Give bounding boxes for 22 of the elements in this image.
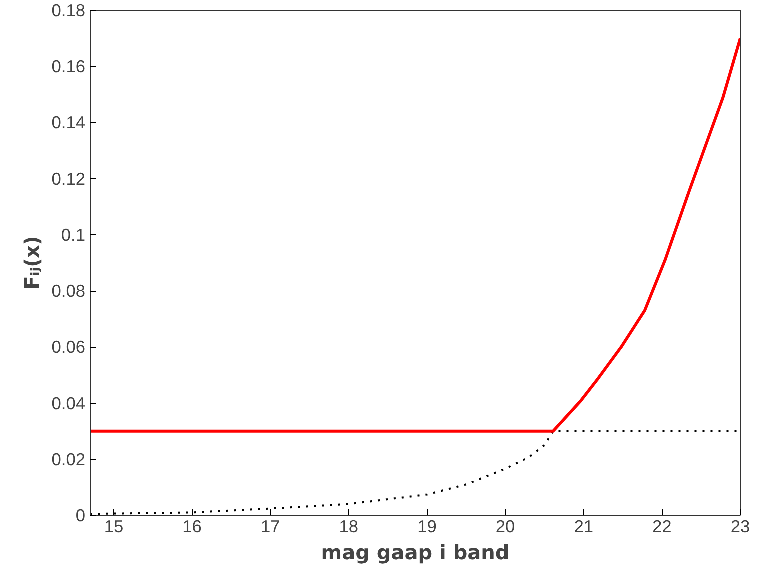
y-tick-label: 0	[76, 506, 86, 526]
y-tick-label: 0.14	[52, 112, 86, 133]
x-tick-label: 23	[730, 516, 750, 536]
x-tick-label: 15	[104, 516, 124, 536]
x-tick-label: 22	[652, 516, 672, 536]
line-series	[90, 37, 740, 433]
x-tick-label: 19	[418, 516, 437, 536]
x-axis-title: mag gaap i band	[321, 540, 510, 564]
x-tick-label: 21	[574, 516, 594, 536]
x-tick-label: 20	[496, 516, 516, 536]
x-tick-label: 18	[339, 516, 359, 536]
y-tick-label: 0.04	[52, 393, 86, 414]
y-tick-label: 0.08	[52, 281, 86, 302]
y-axis-title: Fᵢⱼ(x)	[20, 236, 44, 290]
y-tick-label: 0.12	[52, 168, 86, 189]
x-tick-label: 16	[182, 516, 202, 536]
y-tick-label: 0.16	[52, 56, 86, 77]
y-tick-label: 0.1	[61, 224, 86, 245]
x-tick-label: 17	[260, 516, 280, 536]
y-tick-label: 0.18	[52, 0, 86, 20]
y-tick-label: 0.02	[52, 449, 86, 470]
y-tick-label: 0.06	[52, 337, 86, 358]
